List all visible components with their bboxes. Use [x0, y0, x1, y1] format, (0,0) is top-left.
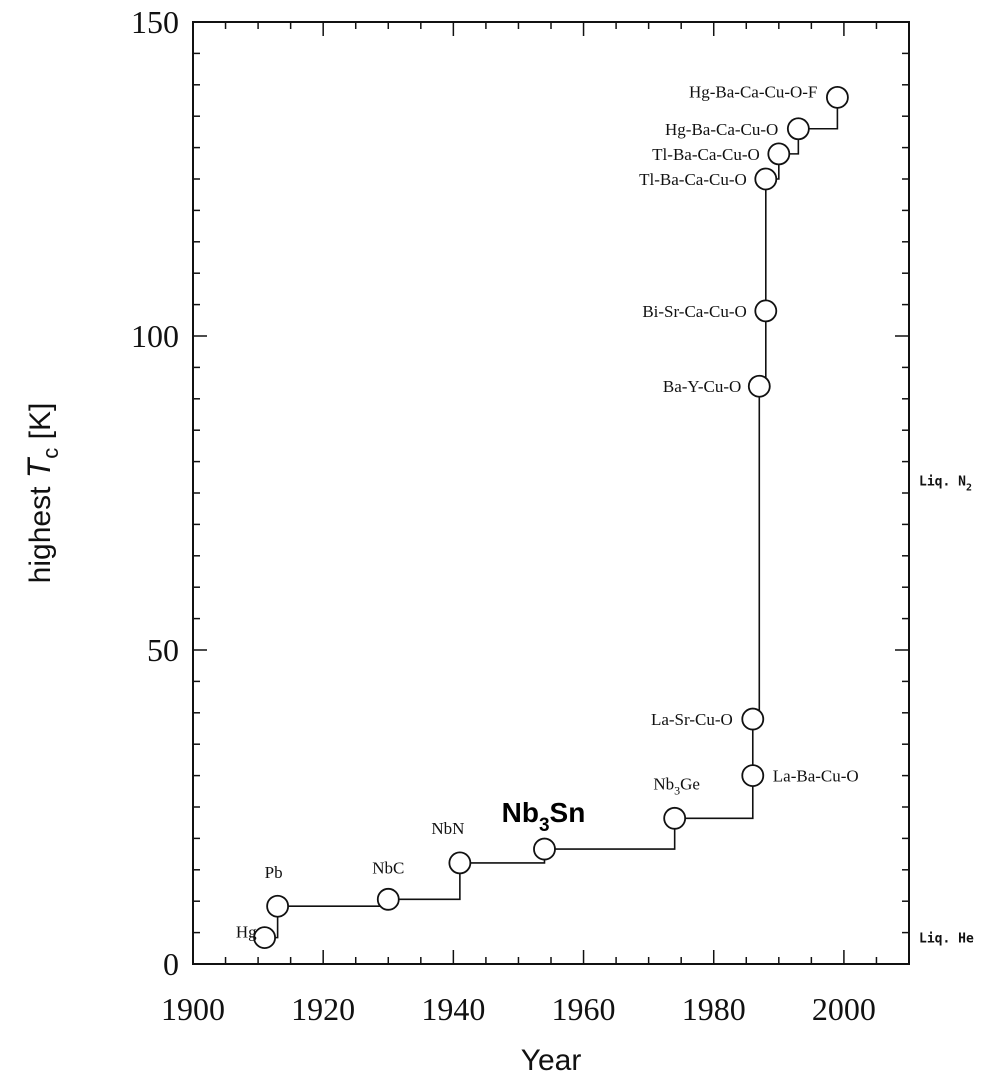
y-axis-title: highest Tc [K]	[21, 403, 63, 584]
data-point	[741, 764, 765, 787]
point-label: La-Ba-Cu-O	[773, 767, 859, 786]
data-point	[754, 299, 778, 323]
data-point	[266, 894, 290, 918]
point-label: NbN	[431, 819, 464, 838]
data-markers	[253, 85, 849, 950]
point-label: Hg	[236, 923, 257, 942]
x-tick-label: 1980	[682, 991, 746, 1027]
x-tick-label: 1900	[161, 991, 225, 1027]
reference-label: Liq. He	[919, 932, 974, 947]
point-labels: Hg Pb NbC NbN Nb3Sn Nb3Ge La-Ba-Cu-O La-Sr-Cu-O…	[236, 82, 859, 941]
data-point	[533, 837, 556, 861]
point-label: Hg-Ba-Ca-Cu-O	[665, 120, 778, 139]
data-point	[767, 142, 791, 166]
point-label: Pb	[265, 863, 283, 882]
y-tick-label: 150	[131, 4, 179, 40]
data-point	[448, 851, 472, 875]
x-tick-label: 1960	[552, 991, 616, 1027]
point-label: Tl-Ba-Ca-Cu-O	[652, 145, 760, 164]
data-point	[826, 85, 849, 109]
x-tick-label: 1940	[421, 991, 485, 1027]
data-point	[741, 707, 765, 731]
point-label: Nb3Sn	[502, 797, 586, 836]
point-label: Hg-Ba-Ca-Cu-O-F	[689, 82, 817, 101]
x-tick-label: 2000	[812, 991, 876, 1027]
point-label: Tl-Ba-Ca-Cu-O	[639, 170, 747, 189]
y-tick-label: 100	[131, 318, 179, 354]
point-label: Bi-Sr-Ca-Cu-O	[642, 302, 746, 321]
data-point	[663, 806, 687, 830]
axis-ticks	[193, 22, 910, 964]
point-label: Nb3Ge	[653, 774, 700, 797]
y-tick-label: 50	[147, 632, 179, 668]
reference-labels: Liq. N2 Liq. He	[919, 474, 974, 946]
point-label: Ba-Y-Cu-O	[663, 377, 741, 396]
data-point	[786, 117, 810, 141]
point-label: La-Sr-Cu-O	[651, 710, 733, 729]
point-label: NbC	[372, 858, 404, 877]
data-point	[253, 926, 277, 950]
data-point	[747, 374, 771, 398]
axis-tick-labels: 1900 1920 1940 1960 1980 2000 0 50 100 150	[131, 4, 876, 1027]
y-tick-label: 0	[163, 946, 179, 982]
data-point	[754, 167, 778, 191]
x-tick-label: 1920	[291, 991, 355, 1027]
reference-label: Liq. N2	[919, 474, 972, 493]
x-axis-title: Year	[521, 1044, 582, 1077]
data-point	[376, 887, 400, 911]
